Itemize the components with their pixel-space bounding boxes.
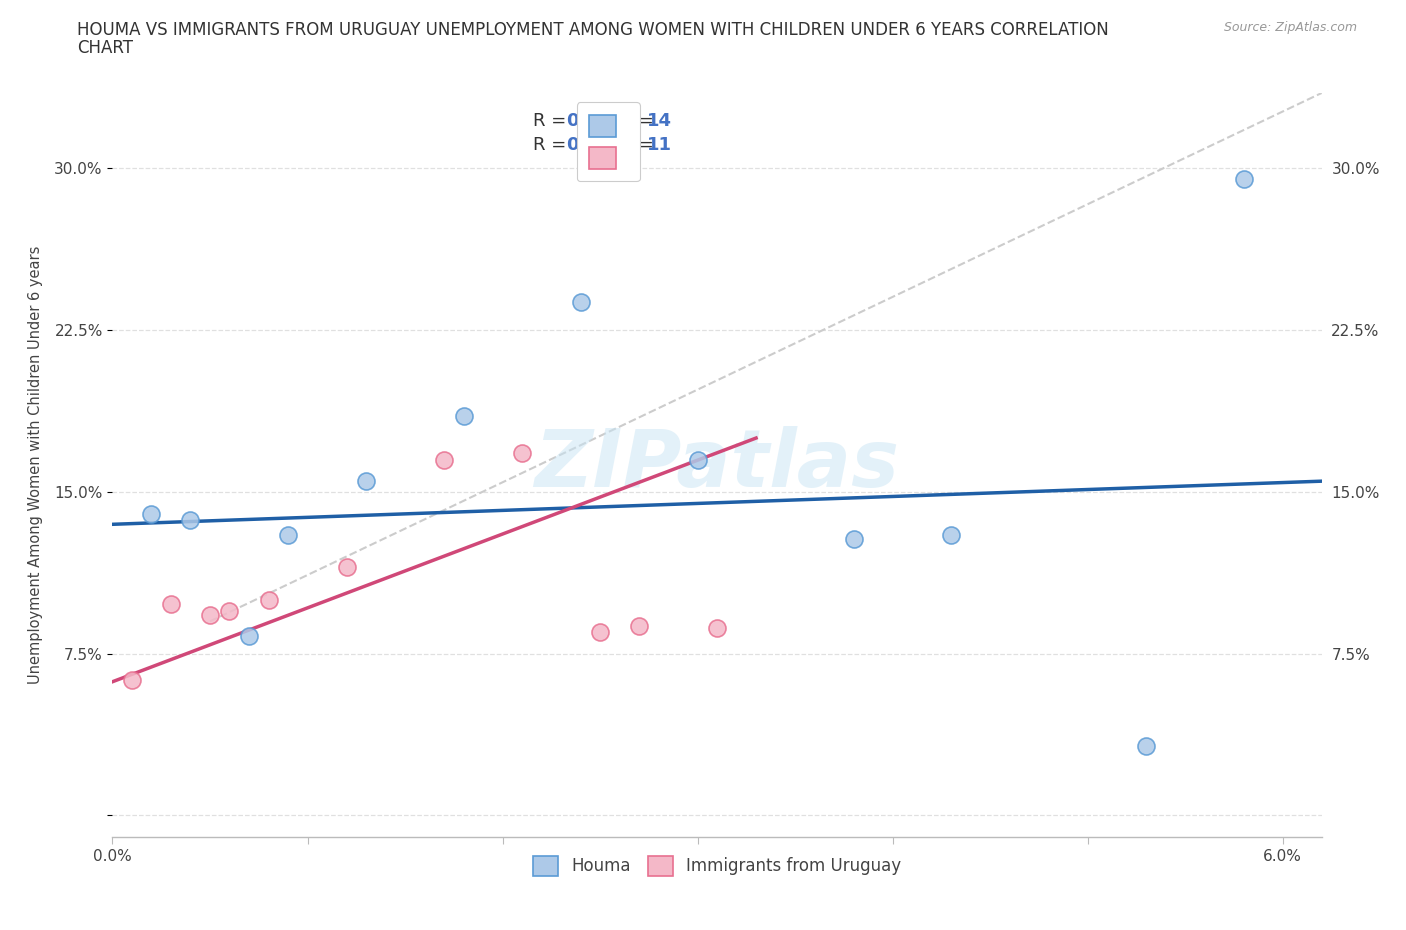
Point <box>1135 739 1157 754</box>
Point <box>453 409 475 424</box>
Legend: Houma, Immigrants from Uruguay: Houma, Immigrants from Uruguay <box>524 847 910 884</box>
Point <box>510 445 533 460</box>
Point <box>706 620 728 635</box>
Point <box>842 532 865 547</box>
Text: HOUMA VS IMMIGRANTS FROM URUGUAY UNEMPLOYMENT AMONG WOMEN WITH CHILDREN UNDER 6 : HOUMA VS IMMIGRANTS FROM URUGUAY UNEMPLO… <box>77 21 1109 39</box>
Point <box>121 672 143 687</box>
Text: R =: R = <box>533 136 572 154</box>
Point <box>218 604 240 618</box>
Point <box>257 592 280 607</box>
Point <box>433 452 456 467</box>
Text: Source: ZipAtlas.com: Source: ZipAtlas.com <box>1223 21 1357 34</box>
Text: CHART: CHART <box>77 39 134 57</box>
Point <box>335 560 357 575</box>
Y-axis label: Unemployment Among Women with Children Under 6 years: Unemployment Among Women with Children U… <box>28 246 44 684</box>
Text: 0.133: 0.133 <box>565 112 623 129</box>
Text: 14: 14 <box>647 112 672 129</box>
Point <box>628 618 651 633</box>
Text: N =: N = <box>609 112 659 129</box>
Point <box>141 506 163 521</box>
Point <box>238 629 260 644</box>
Point <box>686 452 709 467</box>
Point <box>198 607 221 622</box>
Point <box>179 512 201 527</box>
Text: N =: N = <box>609 136 659 154</box>
Text: 11: 11 <box>647 136 672 154</box>
Point <box>1233 172 1256 187</box>
Text: ZIPatlas: ZIPatlas <box>534 426 900 504</box>
Text: R =: R = <box>533 112 572 129</box>
Point <box>160 597 183 612</box>
Point <box>277 527 299 542</box>
Text: 0.681: 0.681 <box>565 136 623 154</box>
Point <box>589 625 612 640</box>
Point <box>569 295 592 310</box>
Point <box>354 473 377 488</box>
Point <box>939 527 962 542</box>
